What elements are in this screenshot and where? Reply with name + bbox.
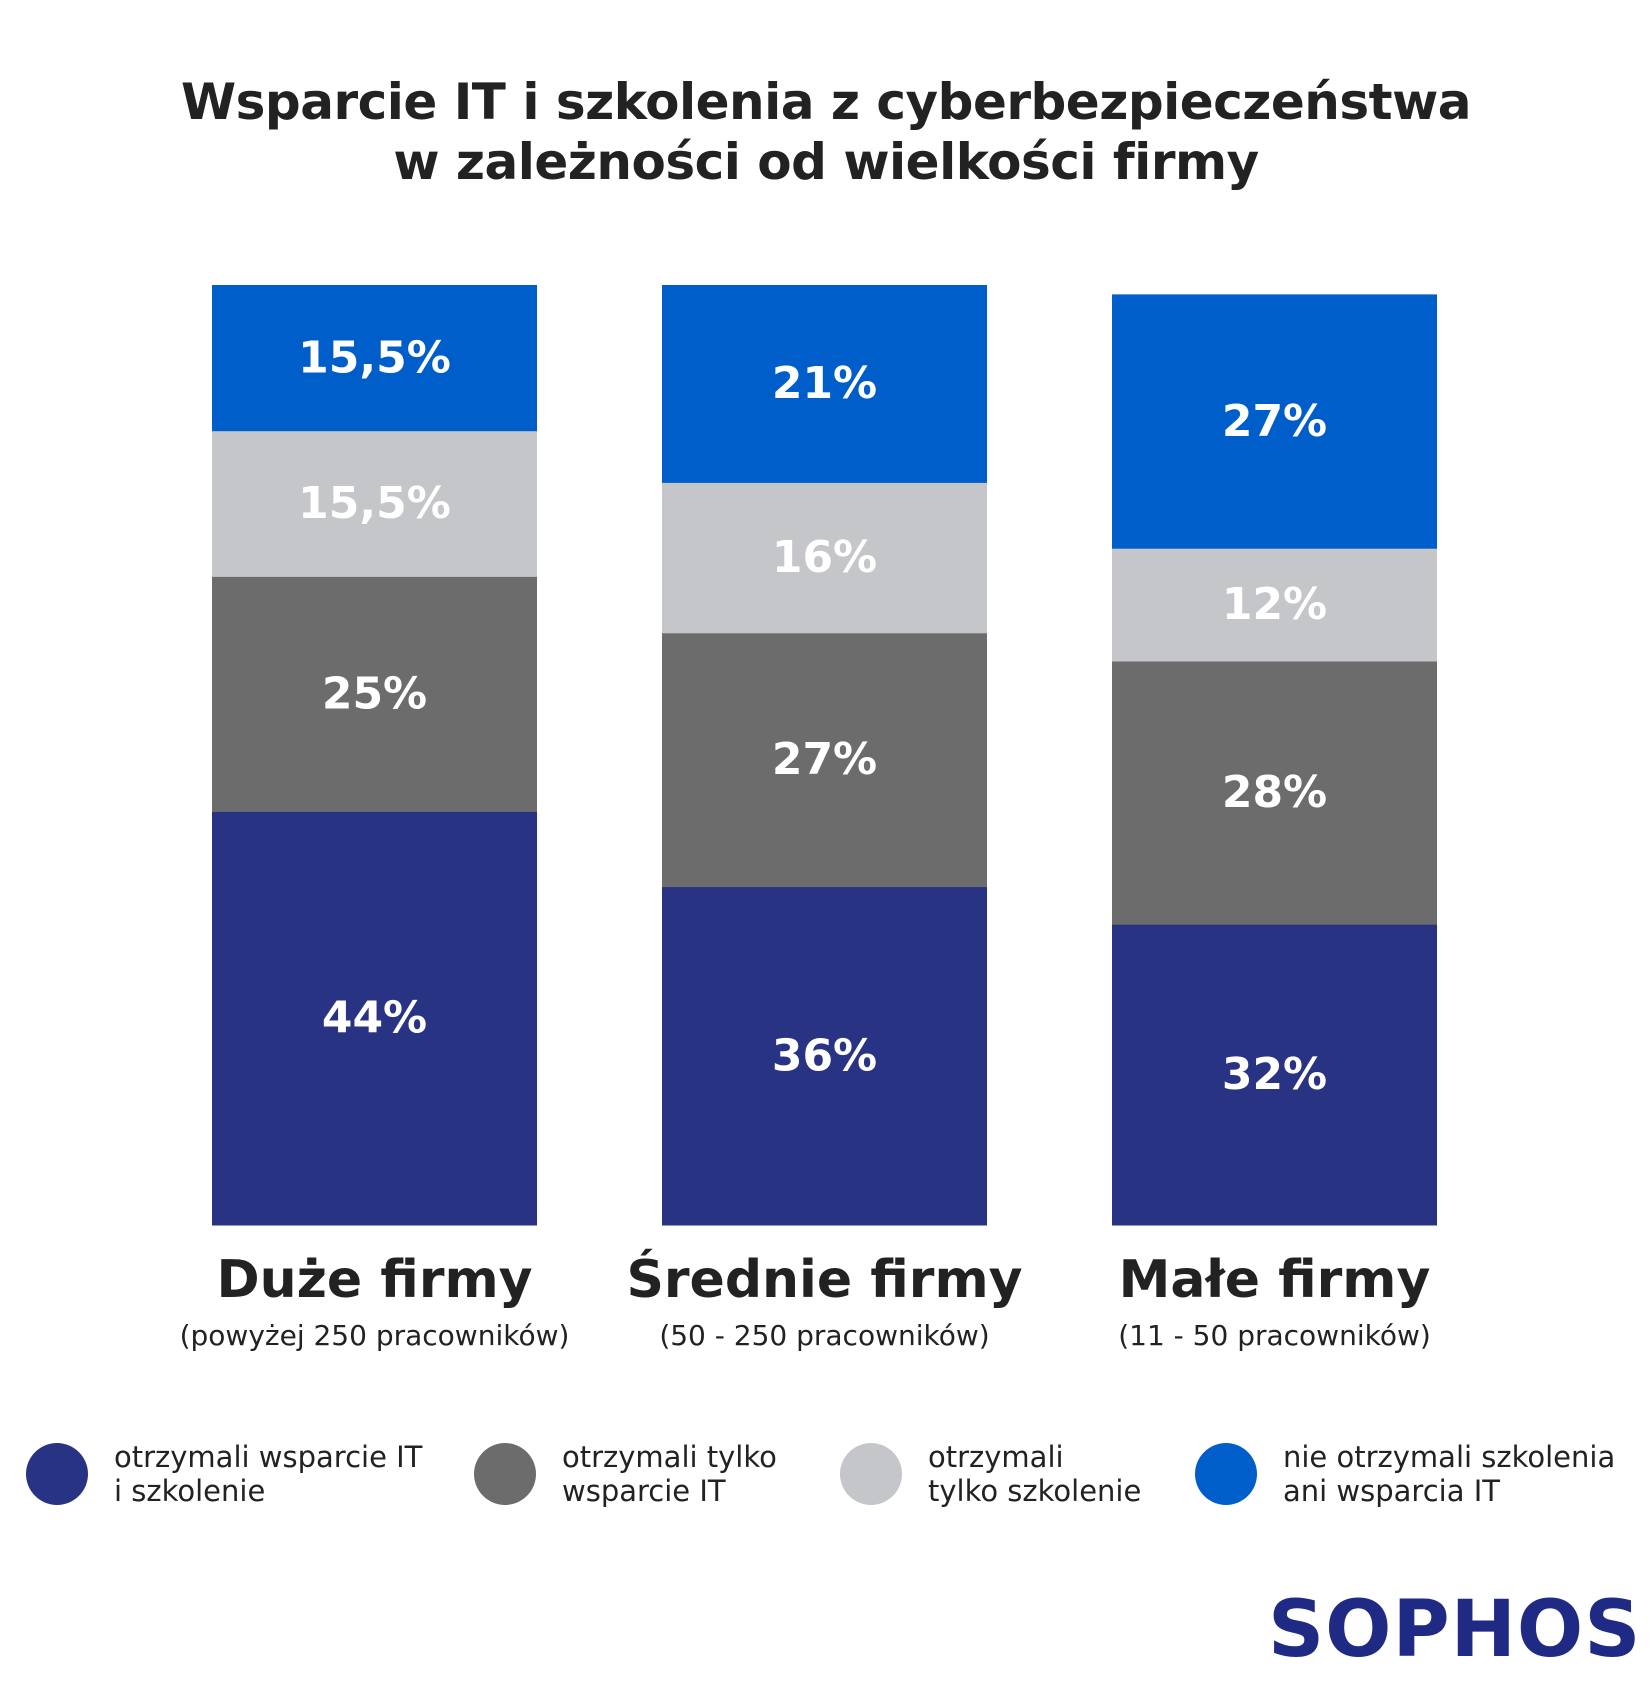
category-sublabel: (50 - 250 pracowników) — [659, 1319, 989, 1352]
legend-label: nie otrzymali szkolenia ani wsparcia IT — [1283, 1440, 1616, 1508]
chart-title: Wsparcie IT i szkolenia z cyberbezpiecze… — [0, 72, 1652, 192]
chart-title-line-2: w zależności od wielkości firmy — [393, 133, 1259, 191]
category-label: Małe firmy — [1119, 1250, 1431, 1310]
chart-title-line-1: Wsparcie IT i szkolenia z cyberbezpiecze… — [181, 73, 1472, 131]
data-label: 44% — [322, 993, 427, 1044]
bar-stack-2: 36% 27% 16% 21% — [662, 285, 987, 1226]
chart-legend: otrzymali wsparcie IT i szkolenie otrzyma… — [0, 1440, 1652, 1560]
bar-segment — [662, 886, 987, 1226]
data-label: 25% — [322, 668, 427, 719]
legend-item: nie otrzymali szkolenia ani wsparcia IT — [1195, 1440, 1615, 1508]
legend-label: otrzymali tylko szkolenie — [928, 1440, 1142, 1508]
bar-segment — [1112, 548, 1437, 662]
legend-item: otrzymali wsparcie IT i szkolenie — [26, 1440, 422, 1508]
legend-item: otrzymali tylko wsparcie IT — [474, 1440, 777, 1508]
data-label: 27% — [1222, 396, 1327, 447]
bar-segment — [1112, 661, 1437, 925]
bar-segment — [662, 482, 987, 634]
legend-item: otrzymali tylko szkolenie — [840, 1440, 1141, 1508]
data-label: 12% — [1222, 579, 1327, 630]
data-label: 15,5% — [298, 478, 451, 529]
category-sublabel: (powyżej 250 pracowników) — [180, 1319, 570, 1352]
legend-label: otrzymali wsparcie IT i szkolenie — [114, 1440, 423, 1508]
stacked-bar-chart: 44% 25% 15,5% 15,5% Duże firmy (powyżej 250 p… — [180, 285, 1437, 1352]
data-label: 16% — [772, 532, 877, 583]
data-label: 21% — [772, 358, 877, 409]
bar-segment — [212, 430, 537, 577]
bar-stack-3: 32% 28% 12% 27% — [1112, 294, 1437, 1226]
bar-segment — [1112, 924, 1437, 1226]
data-label: 28% — [1222, 767, 1327, 818]
legend-label: otrzymali tylko wsparcie IT — [562, 1440, 777, 1508]
bar-segment — [212, 811, 537, 1226]
legend-swatch — [26, 1443, 88, 1505]
bar-segment — [1112, 294, 1437, 549]
legend-swatch — [474, 1443, 536, 1505]
bar-segment — [662, 632, 987, 888]
bar-segment — [212, 576, 537, 812]
sophos-logo: SOPHOS — [1268, 1585, 1642, 1675]
category-label: Duże firmy — [216, 1250, 532, 1310]
data-label: 32% — [1222, 1049, 1327, 1100]
bar-segment — [212, 285, 537, 432]
legend-swatch — [840, 1443, 902, 1505]
bar-stack-1: 44% 25% 15,5% 15,5% — [212, 285, 537, 1226]
data-label: 36% — [772, 1030, 877, 1081]
legend-swatch — [1195, 1443, 1257, 1505]
category-sublabel: (11 - 50 pracowników) — [1118, 1319, 1431, 1352]
data-label: 27% — [772, 734, 877, 785]
bar-segment — [662, 285, 987, 483]
category-label: Średnie firmy — [626, 1248, 1022, 1310]
data-label: 15,5% — [298, 332, 451, 383]
